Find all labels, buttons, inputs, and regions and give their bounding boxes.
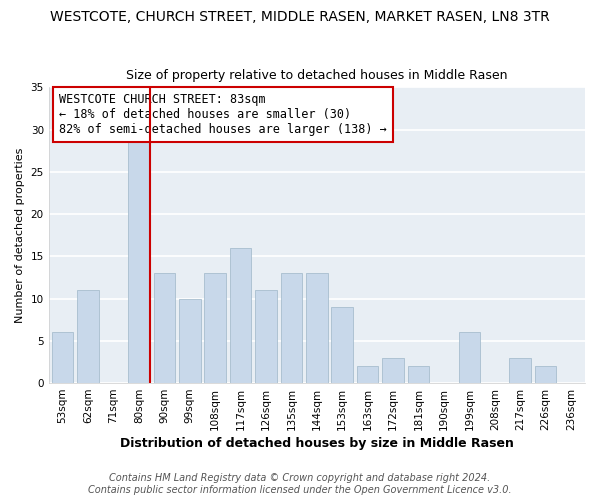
Bar <box>357 366 379 383</box>
Bar <box>255 290 277 383</box>
Bar <box>408 366 430 383</box>
Bar <box>535 366 556 383</box>
Text: WESTCOTE, CHURCH STREET, MIDDLE RASEN, MARKET RASEN, LN8 3TR: WESTCOTE, CHURCH STREET, MIDDLE RASEN, M… <box>50 10 550 24</box>
Bar <box>281 273 302 383</box>
Bar <box>382 358 404 383</box>
Bar <box>509 358 531 383</box>
Text: WESTCOTE CHURCH STREET: 83sqm
← 18% of detached houses are smaller (30)
82% of s: WESTCOTE CHURCH STREET: 83sqm ← 18% of d… <box>59 93 387 136</box>
Bar <box>77 290 99 383</box>
Text: Contains HM Land Registry data © Crown copyright and database right 2024.
Contai: Contains HM Land Registry data © Crown c… <box>88 474 512 495</box>
Y-axis label: Number of detached properties: Number of detached properties <box>15 148 25 323</box>
Bar <box>205 273 226 383</box>
Title: Size of property relative to detached houses in Middle Rasen: Size of property relative to detached ho… <box>126 69 508 82</box>
Bar <box>179 298 200 383</box>
Bar <box>128 138 150 383</box>
Bar <box>230 248 251 383</box>
Bar <box>154 273 175 383</box>
Bar <box>458 332 480 383</box>
Bar <box>331 307 353 383</box>
X-axis label: Distribution of detached houses by size in Middle Rasen: Distribution of detached houses by size … <box>120 437 514 450</box>
Bar <box>306 273 328 383</box>
Bar <box>52 332 73 383</box>
